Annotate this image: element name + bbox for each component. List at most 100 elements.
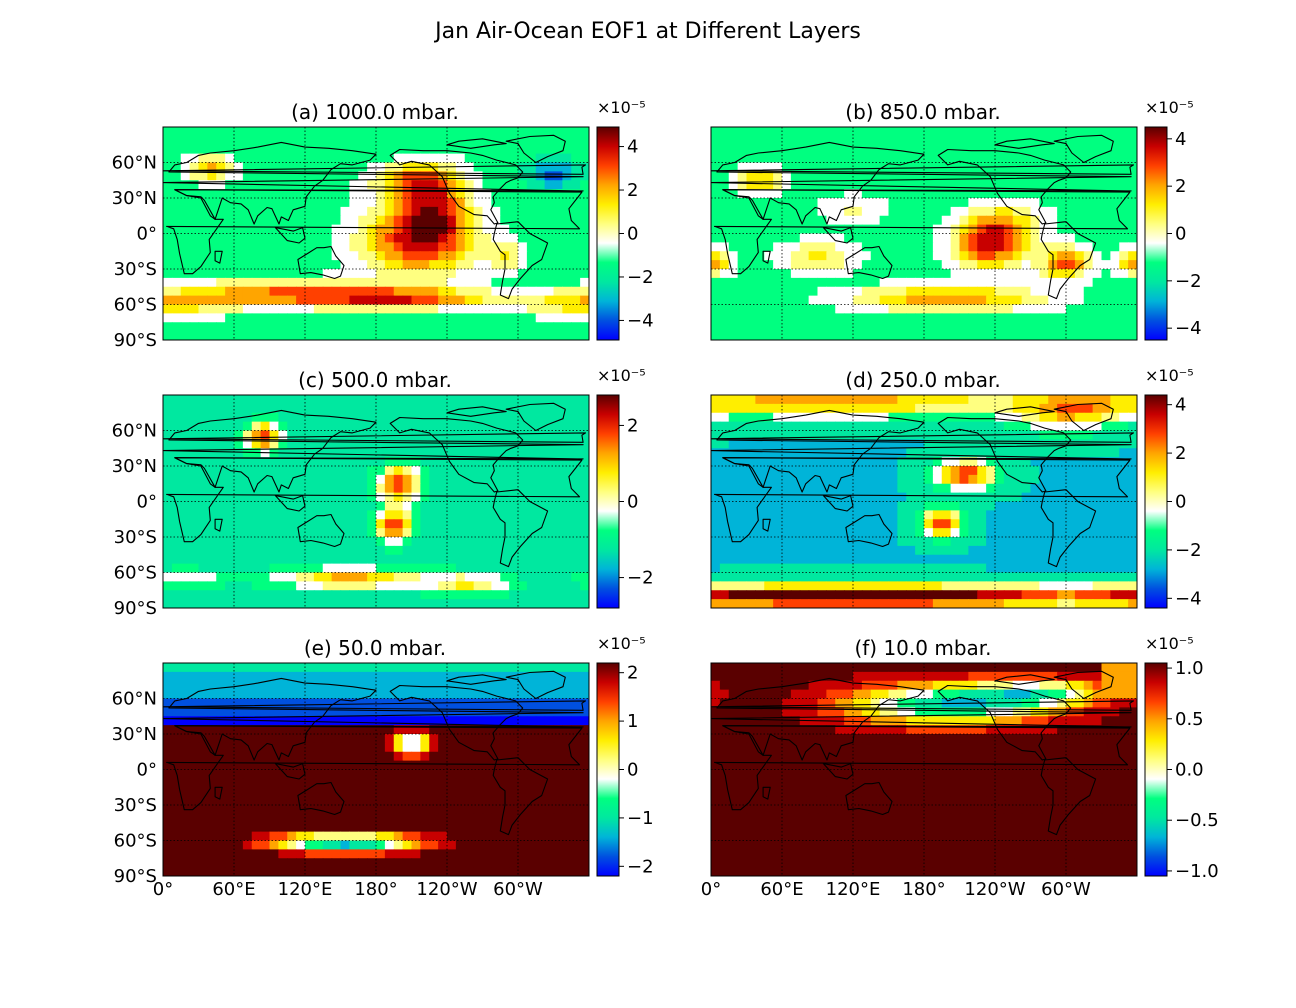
heatmap-cell: [544, 474, 555, 485]
heatmap-cell: [278, 572, 288, 582]
heatmap-cell: [367, 590, 377, 600]
heatmap-cell: [1030, 127, 1040, 137]
heatmap-cell: [198, 430, 208, 440]
heatmap-cell: [711, 189, 721, 199]
heatmap-cell: [782, 519, 792, 529]
heatmap-cell: [482, 198, 492, 208]
heatmap-cell: [562, 537, 572, 547]
heatmap-cell: [1021, 215, 1032, 226]
heatmap-cell: [580, 671, 589, 682]
heatmap-cell: [1057, 581, 1067, 591]
heatmap-cell: [562, 457, 572, 467]
heatmap-cell: [861, 510, 872, 520]
heatmap-cell: [260, 554, 271, 565]
heatmap-cell: [420, 233, 430, 243]
heatmap-cell: [553, 680, 563, 691]
heatmap-cell: [1074, 251, 1085, 261]
heatmap-cell: [358, 313, 368, 323]
heatmap-cell: [402, 466, 413, 476]
heatmap-cell: [305, 403, 315, 414]
heatmap-cell: [447, 483, 457, 494]
heatmap-cell: [808, 430, 819, 440]
heatmap-cell: [509, 563, 519, 574]
heatmap-cell: [959, 510, 969, 520]
heatmap-cell: [773, 331, 783, 340]
heatmap-cell: [782, 483, 792, 494]
heatmap-cell: [1110, 590, 1120, 600]
heatmap-cell: [331, 395, 342, 405]
heatmap-cell: [968, 144, 978, 155]
heatmap-cell: [376, 689, 386, 700]
heatmap-cell: [1101, 135, 1111, 146]
heatmap-cell: [737, 162, 748, 172]
heatmap-cell: [438, 233, 448, 243]
heatmap-cell: [447, 457, 457, 467]
heatmap-cell: [518, 180, 528, 190]
heatmap-cell: [340, 395, 350, 405]
heatmap-cell: [1066, 180, 1076, 190]
heatmap-cell: [234, 492, 244, 503]
heatmap-cell: [349, 421, 359, 432]
heatmap-cell: [817, 162, 827, 172]
heatmap-cell: [384, 599, 395, 608]
heatmap-cell: [870, 286, 881, 297]
heatmap-cell: [189, 304, 200, 314]
heatmap-cell: [464, 519, 475, 529]
heatmap-cell: [358, 180, 368, 190]
heatmap-cell: [509, 545, 519, 556]
heatmap-cell: [216, 554, 226, 565]
coastline: [713, 189, 1131, 275]
heatmap-cell: [198, 135, 208, 146]
heatmap-cell: [171, 537, 182, 547]
heatmap-cell: [482, 331, 492, 340]
heatmap-cell: [799, 322, 810, 332]
heatmap-cell: [526, 483, 537, 494]
heatmap-cell: [580, 457, 589, 467]
heatmap-cell: [986, 545, 996, 556]
heatmap-cell: [879, 135, 890, 146]
heatmap-cell: [1057, 322, 1067, 332]
heatmap-cell: [367, 198, 377, 208]
heatmap-cell: [711, 545, 721, 556]
heatmap-cell: [269, 403, 279, 414]
heatmap-cell: [1048, 510, 1058, 520]
heatmap-cell: [429, 269, 439, 279]
heatmap-cell: [995, 483, 1005, 494]
heatmap-cell: [844, 528, 854, 538]
heatmap-cell: [1110, 224, 1120, 235]
heatmap-cell: [1110, 466, 1120, 476]
heatmap-cell: [790, 448, 801, 458]
heatmap-cell: [1074, 501, 1085, 511]
heatmap-cell: [1119, 545, 1129, 556]
heatmap-cell: [790, 233, 801, 243]
heatmap-cell: [544, 180, 555, 190]
heatmap-cell: [340, 698, 350, 708]
heatmap-cell: [1110, 180, 1120, 190]
heatmap-cell: [1074, 590, 1085, 600]
heatmap-cell: [234, 286, 244, 297]
heatmap-cell: [171, 448, 182, 458]
heatmap-cell: [1128, 322, 1137, 332]
heatmap-cell: [358, 277, 368, 288]
heatmap-cell: [331, 545, 342, 556]
heatmap-cell: [968, 581, 978, 591]
heatmap-cell: [959, 224, 969, 235]
heatmap-cell: [438, 304, 448, 314]
heatmap-cell: [482, 572, 492, 582]
heatmap-cell: [438, 215, 448, 226]
heatmap-cell: [941, 331, 952, 340]
heatmap-cell: [1012, 545, 1023, 556]
heatmap-cell: [977, 501, 987, 511]
heatmap-cell: [977, 135, 987, 146]
heatmap-cell: [376, 590, 386, 600]
heatmap-cell: [198, 519, 208, 529]
heatmap-cell: [367, 474, 377, 485]
heatmap-cell: [1092, 510, 1103, 520]
heatmap-cell: [959, 286, 969, 297]
heatmap-cell: [571, 545, 581, 556]
heatmap-cell: [755, 483, 765, 494]
heatmap-cell: [1101, 322, 1111, 332]
heatmap-cell: [402, 277, 413, 288]
heatmap-cell: [897, 457, 907, 467]
heatmap-cell: [861, 304, 872, 314]
